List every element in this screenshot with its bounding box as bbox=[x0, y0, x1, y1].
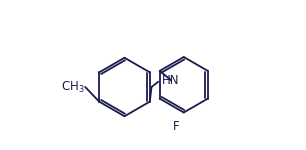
Text: CH$_3$: CH$_3$ bbox=[61, 80, 84, 94]
Text: HN: HN bbox=[162, 74, 180, 87]
Text: F: F bbox=[173, 120, 179, 134]
